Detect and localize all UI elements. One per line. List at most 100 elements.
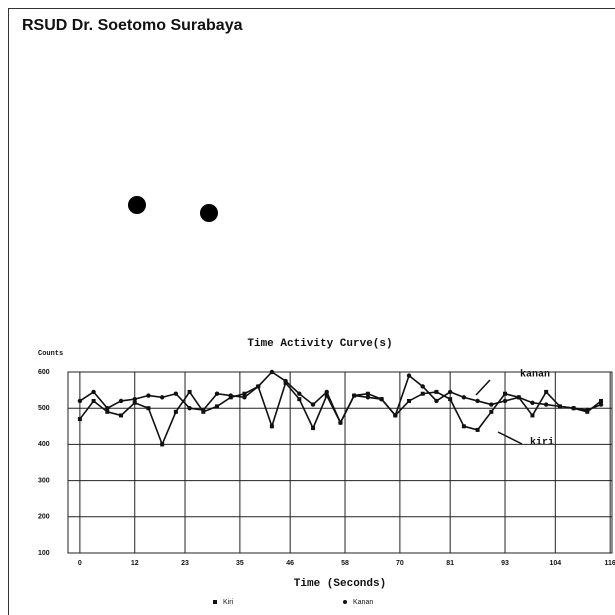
y-tick-label: 100	[38, 550, 50, 557]
point	[311, 426, 316, 431]
x-axis-label: Time (Seconds)	[294, 578, 386, 590]
point	[214, 391, 220, 396]
point	[571, 406, 576, 411]
point	[406, 373, 412, 378]
point	[159, 395, 165, 400]
legend-label: Kiri	[223, 599, 234, 606]
x-tick-label: 116	[605, 560, 615, 567]
y-tick-label: 600	[38, 369, 50, 376]
point	[215, 404, 220, 409]
point	[77, 417, 82, 422]
point	[599, 398, 604, 403]
point	[365, 391, 370, 396]
annotation: kanan	[520, 369, 550, 381]
point	[310, 402, 316, 407]
frame	[8, 8, 615, 615]
x-tick-label: 81	[446, 560, 454, 567]
point	[489, 402, 494, 407]
point	[516, 395, 521, 400]
point	[338, 420, 343, 425]
point	[448, 397, 453, 402]
point	[502, 398, 508, 404]
legend-marker	[213, 600, 217, 604]
series-line	[79, 381, 602, 447]
point	[324, 389, 329, 395]
point	[543, 402, 549, 407]
point	[105, 409, 110, 414]
point	[530, 413, 535, 418]
point	[434, 398, 439, 404]
point	[146, 393, 151, 398]
point	[91, 389, 96, 395]
legend-label: Kanan	[353, 599, 373, 606]
kidney-spot	[200, 204, 218, 222]
point	[173, 409, 178, 414]
point	[269, 424, 274, 429]
point	[119, 413, 124, 418]
point	[187, 389, 192, 394]
point	[283, 378, 288, 384]
x-tick-label: 93	[501, 560, 509, 567]
plot-frame	[67, 371, 613, 554]
point	[475, 427, 480, 432]
point	[585, 407, 590, 413]
point	[351, 393, 357, 398]
point	[255, 384, 261, 389]
y-tick-label: 500	[38, 405, 50, 412]
point	[530, 400, 535, 405]
point	[379, 396, 384, 402]
y-tick-label: 300	[38, 477, 50, 484]
point	[77, 398, 83, 404]
x-tick-label: 0	[78, 560, 82, 567]
point	[146, 406, 151, 411]
point	[118, 398, 124, 404]
annotation: kiri	[530, 437, 554, 449]
legend-marker	[343, 600, 347, 604]
point	[187, 406, 192, 411]
point	[173, 391, 179, 396]
point	[598, 402, 604, 407]
point	[503, 391, 508, 396]
point	[132, 400, 137, 405]
x-tick-label: 12	[131, 560, 139, 567]
point	[434, 389, 439, 394]
point	[242, 391, 247, 396]
y-axis-label: Counts	[38, 350, 63, 358]
x-tick-label: 104	[549, 560, 561, 567]
annotation-pointer	[475, 379, 491, 396]
point	[461, 424, 466, 429]
x-tick-label: 35	[236, 560, 244, 567]
chart-title: Time Activity Curve(s)	[247, 338, 392, 350]
point	[91, 398, 96, 403]
point	[420, 384, 425, 389]
point	[201, 407, 206, 413]
kidney-spot	[128, 196, 146, 214]
y-tick-label: 400	[38, 441, 50, 448]
point	[324, 393, 329, 398]
point	[365, 395, 371, 400]
point	[297, 391, 302, 396]
point	[105, 406, 110, 411]
point	[132, 396, 137, 402]
point	[269, 369, 275, 375]
header-title: RSUD Dr. Soetomo Surabaya	[22, 17, 243, 34]
x-tick-label: 58	[341, 560, 349, 567]
x-tick-label: 23	[181, 560, 189, 567]
point	[393, 413, 398, 418]
point	[407, 398, 412, 403]
point	[160, 442, 165, 447]
point	[557, 404, 563, 409]
point	[489, 409, 494, 414]
point	[228, 393, 233, 398]
annotation-pointer	[497, 431, 523, 445]
point	[544, 389, 549, 394]
point	[297, 397, 302, 402]
point	[461, 395, 467, 400]
point	[447, 389, 453, 395]
x-tick-label: 70	[396, 560, 404, 567]
x-tick-label: 46	[286, 560, 294, 567]
y-tick-label: 200	[38, 514, 50, 521]
point	[420, 391, 425, 396]
point	[242, 395, 247, 400]
